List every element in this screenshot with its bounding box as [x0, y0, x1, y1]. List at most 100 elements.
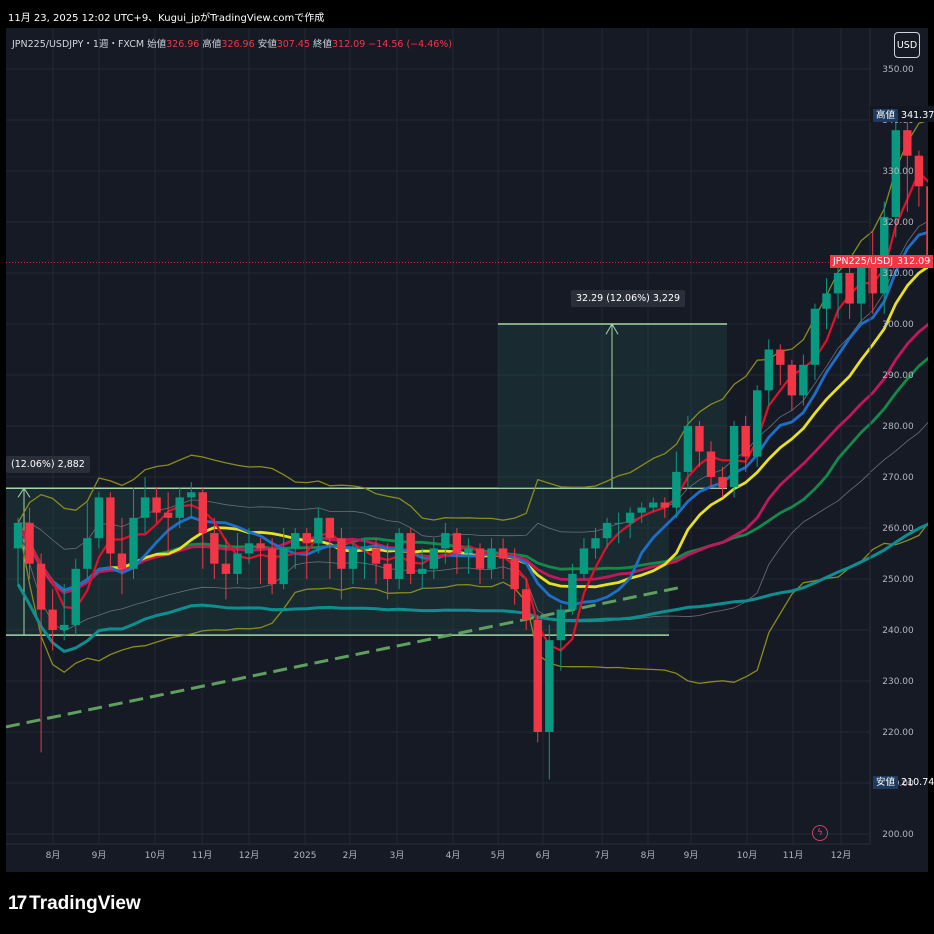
price-tick-label: 230.00 — [882, 677, 914, 687]
candle-body — [718, 477, 727, 488]
candle-body — [406, 533, 415, 574]
candle-body — [914, 155, 924, 187]
candle-body — [244, 543, 254, 554]
candlestick-chart[interactable]: 200.00 210.00 220.00 230.00 240.00 250.00 260.… — [6, 28, 928, 872]
candle-body — [706, 451, 716, 477]
candle-body — [348, 548, 358, 569]
candle-body — [394, 533, 404, 579]
candle-body — [822, 293, 831, 309]
price-tick-label: 240.00 — [882, 626, 914, 636]
chart-grid — [6, 28, 870, 844]
candle-body — [267, 548, 277, 585]
candle-body — [926, 186, 928, 263]
candle-body — [903, 130, 912, 156]
candle-body — [556, 609, 566, 641]
candle-body — [360, 548, 369, 550]
time-tick-label: 4月 — [446, 850, 461, 861]
high-tag-value: 341.37 — [901, 110, 934, 121]
candle-body — [799, 364, 808, 396]
currency-button[interactable]: USD — [894, 32, 920, 58]
candle-body — [152, 497, 161, 513]
price-tick-label: 290.00 — [882, 371, 914, 381]
candle-body — [868, 262, 877, 294]
candle-body — [117, 553, 127, 569]
time-axis: 8月 9月 10月 11月 12月 2025 2月 3月 4月 5月 6月 7月 8月 9月 10月 11月 1… — [6, 843, 870, 861]
measure-label-upper[interactable]: 32.29 (12.06%) 3,229 — [571, 290, 686, 307]
candle-body — [221, 563, 231, 574]
brand-name: TradingView — [29, 893, 141, 914]
candle-body — [568, 573, 577, 610]
candle-body — [856, 262, 866, 304]
candle-body — [891, 130, 900, 217]
candle-body — [753, 390, 762, 457]
bollinger-lower — [17, 522, 928, 685]
candle-body — [429, 548, 438, 569]
price-tick-label: 260.00 — [882, 524, 914, 534]
candle-body — [175, 497, 184, 518]
candle-body — [452, 533, 462, 554]
symbol-price-tag: JPN225/USDJPY — [830, 255, 908, 268]
candle-body — [683, 426, 693, 472]
candle-body — [810, 308, 820, 365]
candle-body — [441, 533, 450, 549]
flash-icon[interactable]: ϟ — [812, 825, 828, 841]
time-tick-label: 6月 — [536, 850, 551, 861]
price-tick-label: 350.00 — [882, 65, 914, 75]
time-tick-label: 12月 — [831, 850, 851, 861]
candle-body — [591, 538, 600, 549]
candle-body — [36, 563, 46, 610]
low-tag-value: 210.74 — [901, 777, 934, 788]
candle-body — [741, 426, 750, 457]
price-tick-label: 220.00 — [882, 728, 914, 738]
price-tick-label: 270.00 — [882, 473, 914, 483]
tradingview-mark-icon: 17 — [8, 893, 27, 914]
ma-red — [17, 171, 928, 652]
price-tick-label: 200.00 — [882, 830, 914, 840]
candle-body — [279, 548, 288, 585]
time-tick-label: 8月 — [641, 850, 656, 861]
time-tick-label: 2月 — [343, 850, 358, 861]
candle-body — [187, 492, 196, 498]
time-tick-label: 8月 — [46, 850, 61, 861]
legend-low-label: 安値 — [257, 39, 277, 50]
time-tick-label: 5月 — [491, 850, 506, 861]
time-tick-label: 9月 — [684, 850, 699, 861]
candle-body — [545, 640, 554, 732]
time-tick-label: 12月 — [239, 850, 259, 861]
candle-body — [625, 512, 635, 523]
candle-body — [672, 471, 681, 508]
candle-body — [602, 522, 612, 539]
candle-body — [140, 497, 150, 518]
candle-body — [337, 538, 346, 569]
candle-body — [83, 538, 92, 569]
candle-body — [510, 558, 519, 590]
candle-body — [163, 512, 173, 518]
candle-body — [60, 624, 69, 630]
indicator-lines — [6, 119, 928, 729]
measure-arrowhead — [17, 487, 31, 498]
chart-panel[interactable] — [6, 28, 928, 872]
candle-body — [764, 349, 773, 391]
legend-change: −14.56 (−4.46%) — [368, 39, 453, 50]
legend-low: 307.45 — [276, 39, 310, 50]
candle-body — [48, 609, 57, 630]
candle-body — [129, 517, 138, 569]
candle-body — [233, 553, 242, 574]
candle-body — [475, 548, 485, 569]
tradingview-logo[interactable]: 17 TradingView — [8, 893, 141, 915]
candle-body — [614, 522, 623, 524]
candle-body — [533, 619, 542, 732]
time-tick-label: 10月 — [145, 850, 165, 861]
legend-high-label: 高値 — [202, 39, 222, 50]
price-tick-label: 280.00 — [882, 422, 914, 432]
time-tick-label: 2025 — [294, 851, 317, 861]
low-tag-label: 安値 — [873, 776, 899, 789]
time-tick-label: 11月 — [192, 850, 212, 861]
candle-body — [291, 533, 300, 549]
current-price-tag: 312.09 — [894, 255, 934, 268]
candle-body — [371, 548, 381, 564]
measure-label-lower[interactable]: (12.06%) 2,882 — [6, 456, 90, 473]
candle-body — [845, 273, 854, 304]
measure-arrowhead — [605, 323, 619, 335]
price-tick-label: 320.00 — [882, 218, 914, 228]
